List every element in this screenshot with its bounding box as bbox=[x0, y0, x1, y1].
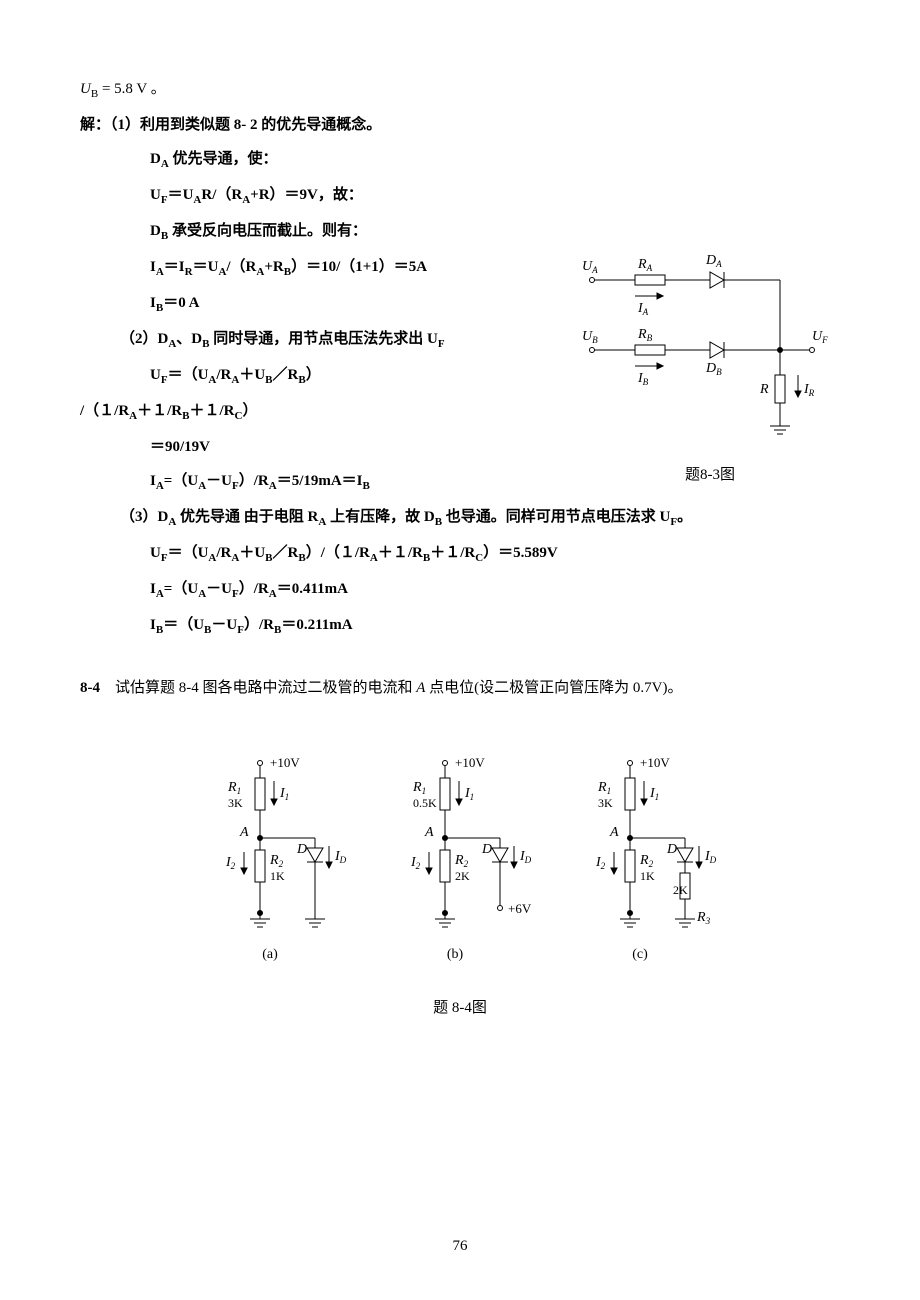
svg-text:+6V: +6V bbox=[508, 901, 532, 916]
svg-text:DB: DB bbox=[705, 361, 722, 377]
solution-head: 解：（1）利用到类似题 8- 2 的优先导通概念。 bbox=[80, 111, 840, 140]
svg-text:IB: IB bbox=[637, 371, 649, 387]
svg-text:IR: IR bbox=[803, 382, 815, 398]
svg-text:I2: I2 bbox=[595, 855, 606, 871]
svg-text:+10V: +10V bbox=[640, 755, 670, 770]
svg-text:D: D bbox=[481, 842, 492, 857]
svg-text:(c): (c) bbox=[632, 947, 648, 962]
svg-text:R2: R2 bbox=[454, 853, 469, 869]
svg-text:I1: I1 bbox=[649, 786, 659, 802]
svg-text:A: A bbox=[609, 825, 619, 840]
svg-text:A: A bbox=[239, 825, 249, 840]
svg-text:2K: 2K bbox=[455, 869, 470, 883]
s3-head: （3）DA 优先导通 由于电阻 RA 上有压降，故 DB 也导通。同样可用节点电… bbox=[80, 503, 840, 533]
q84: 8-4 试估算题 8-4 图各电路中流过二极管的电流和 A 点电位(设二极管正向… bbox=[80, 674, 840, 703]
line-ub: UB = 5.8 V 。 bbox=[80, 75, 840, 105]
s1-a: DA 优先导通，使： bbox=[80, 145, 840, 175]
s3-c: IB＝（UB－UF）/RB＝0.211mA bbox=[80, 611, 840, 641]
svg-text:I2: I2 bbox=[225, 855, 236, 871]
svg-text:(b): (b) bbox=[447, 947, 464, 962]
figure-8-4-caption: 题 8-4图 bbox=[80, 994, 840, 1023]
svg-text:ID: ID bbox=[334, 849, 347, 865]
figure-8-3-caption: 题8-3图 bbox=[580, 461, 840, 490]
svg-text:R: R bbox=[759, 382, 769, 397]
figure-8-4: +10VR13KI1ADIDR21KI2(a)+10VR10.5KI1A+6VD… bbox=[80, 743, 840, 1023]
svg-text:A: A bbox=[424, 825, 434, 840]
svg-text:UA: UA bbox=[582, 259, 598, 275]
svg-text:R1: R1 bbox=[597, 780, 611, 796]
svg-text:(a): (a) bbox=[262, 947, 278, 962]
svg-text:ID: ID bbox=[519, 849, 532, 865]
svg-text:UB: UB bbox=[582, 329, 598, 345]
svg-text:IA: IA bbox=[637, 301, 649, 317]
svg-text:D: D bbox=[296, 842, 307, 857]
svg-text:I1: I1 bbox=[464, 786, 474, 802]
svg-text:+10V: +10V bbox=[455, 755, 485, 770]
svg-text:UF: UF bbox=[812, 329, 828, 345]
s3-b: IA=（UA－UF）/RA＝0.411mA bbox=[80, 575, 840, 605]
svg-text:1K: 1K bbox=[270, 869, 285, 883]
svg-text:I1: I1 bbox=[279, 786, 289, 802]
svg-text:R1: R1 bbox=[227, 780, 241, 796]
svg-text:DA: DA bbox=[705, 253, 722, 269]
figure-8-3: UA UB RA RB DA DB UF IA IB IR R 题8-3图 bbox=[580, 245, 840, 490]
svg-text:I2: I2 bbox=[410, 855, 421, 871]
svg-text:2K: 2K bbox=[673, 883, 688, 897]
page-number: 76 bbox=[0, 1232, 920, 1261]
svg-text:R1: R1 bbox=[412, 780, 426, 796]
svg-text:R3: R3 bbox=[696, 910, 711, 926]
svg-text:1K: 1K bbox=[640, 869, 655, 883]
s1-c: DB 承受反向电压而截止。则有： bbox=[80, 217, 840, 247]
svg-text:+10V: +10V bbox=[270, 755, 300, 770]
svg-text:R2: R2 bbox=[269, 853, 284, 869]
svg-text:3K: 3K bbox=[228, 796, 243, 810]
svg-text:D: D bbox=[666, 842, 677, 857]
s1-b: UF＝UAR/（RA+R）＝9V，故： bbox=[80, 181, 840, 211]
svg-text:3K: 3K bbox=[598, 796, 613, 810]
svg-text:RB: RB bbox=[637, 327, 653, 343]
s3-a: UF＝（UA/RA＋UB／RB）/（１/RA＋１/RB＋１/RC）＝5.589V bbox=[80, 539, 840, 569]
svg-text:RA: RA bbox=[637, 257, 653, 273]
svg-text:R2: R2 bbox=[639, 853, 654, 869]
svg-text:0.5K: 0.5K bbox=[413, 796, 437, 810]
svg-text:ID: ID bbox=[704, 849, 717, 865]
